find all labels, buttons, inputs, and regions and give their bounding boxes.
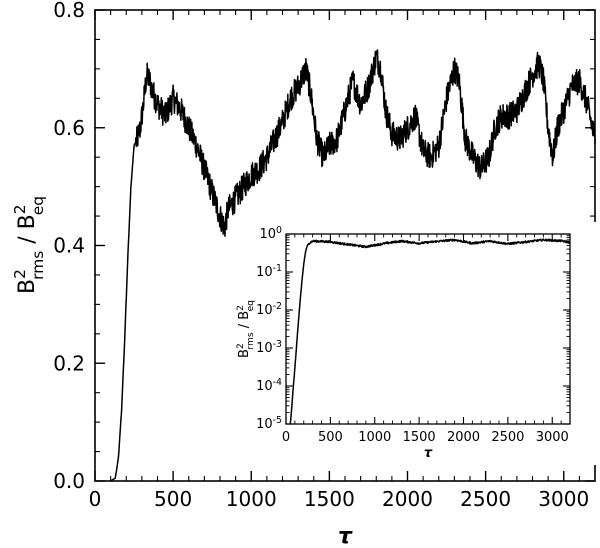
inset-axis-ticks (285, 233, 570, 425)
inset-y-axis-title: B2rms / B2eq (236, 300, 256, 358)
main-y-tick-label: 0.0 (53, 469, 85, 493)
inset-y-tick-label: 10-5 (256, 415, 282, 433)
main-x-tick-label: 2500 (460, 487, 511, 511)
inset-x-axis-title: τ (424, 446, 433, 461)
inset-x-tick-label: 500 (318, 430, 343, 445)
main-x-axis-title: τ (338, 524, 353, 548)
inset-chart: 0 500 1000 1500 2000 2500 3000 10-5 10-4 10-3 10-2… (230, 222, 600, 465)
main-x-tick-label: 500 (154, 487, 192, 511)
inset-x-tick-label: 1000 (358, 430, 391, 445)
main-series-lines (110, 49, 596, 482)
inset-x-tick-label: 1500 (403, 430, 436, 445)
main-y-tick-label: 0.2 (53, 351, 85, 375)
main-y-tick-label: 0.8 (53, 0, 85, 22)
inset-y-tick-label: 100 (260, 225, 283, 243)
main-x-tick-label: 2000 (382, 487, 433, 511)
inset-y-tick-label: 10-1 (256, 263, 282, 281)
inset-y-tick-label: 10-3 (256, 339, 282, 357)
main-chart: 0 500 1000 1500 2000 2500 30000.00.20.40.60.8 … (11, 0, 596, 548)
inset-x-tick-label: 3000 (536, 430, 569, 445)
main-x-tick-label: 1500 (304, 487, 355, 511)
main-y-tick-label: 0.6 (53, 116, 85, 140)
main-y-tick-label: 0.4 (53, 234, 85, 258)
inset-series-line (289, 238, 571, 425)
inset-series-lines (289, 238, 571, 425)
inset-x-tick-label: 2000 (447, 430, 480, 445)
main-x-tick-label: 3000 (538, 487, 589, 511)
main-x-tick-label: 0 (89, 487, 102, 511)
main-series-line (110, 49, 596, 482)
inset-x-tick-label: 0 (282, 430, 290, 445)
inset-axis-tick-labels: 0 500 1000 1500 2000 2500 3000 10-5 10-4 10-3 10-2… (256, 225, 569, 446)
main-x-tick-label: 1000 (226, 487, 277, 511)
main-axis-ticks (94, 9, 595, 482)
inset-x-tick-label: 2500 (491, 430, 524, 445)
main-y-axis-title: B2rms / B2eq (11, 196, 47, 294)
inset-y-tick-label: 10-4 (256, 377, 282, 395)
inset-y-tick-label: 10-2 (256, 301, 282, 319)
